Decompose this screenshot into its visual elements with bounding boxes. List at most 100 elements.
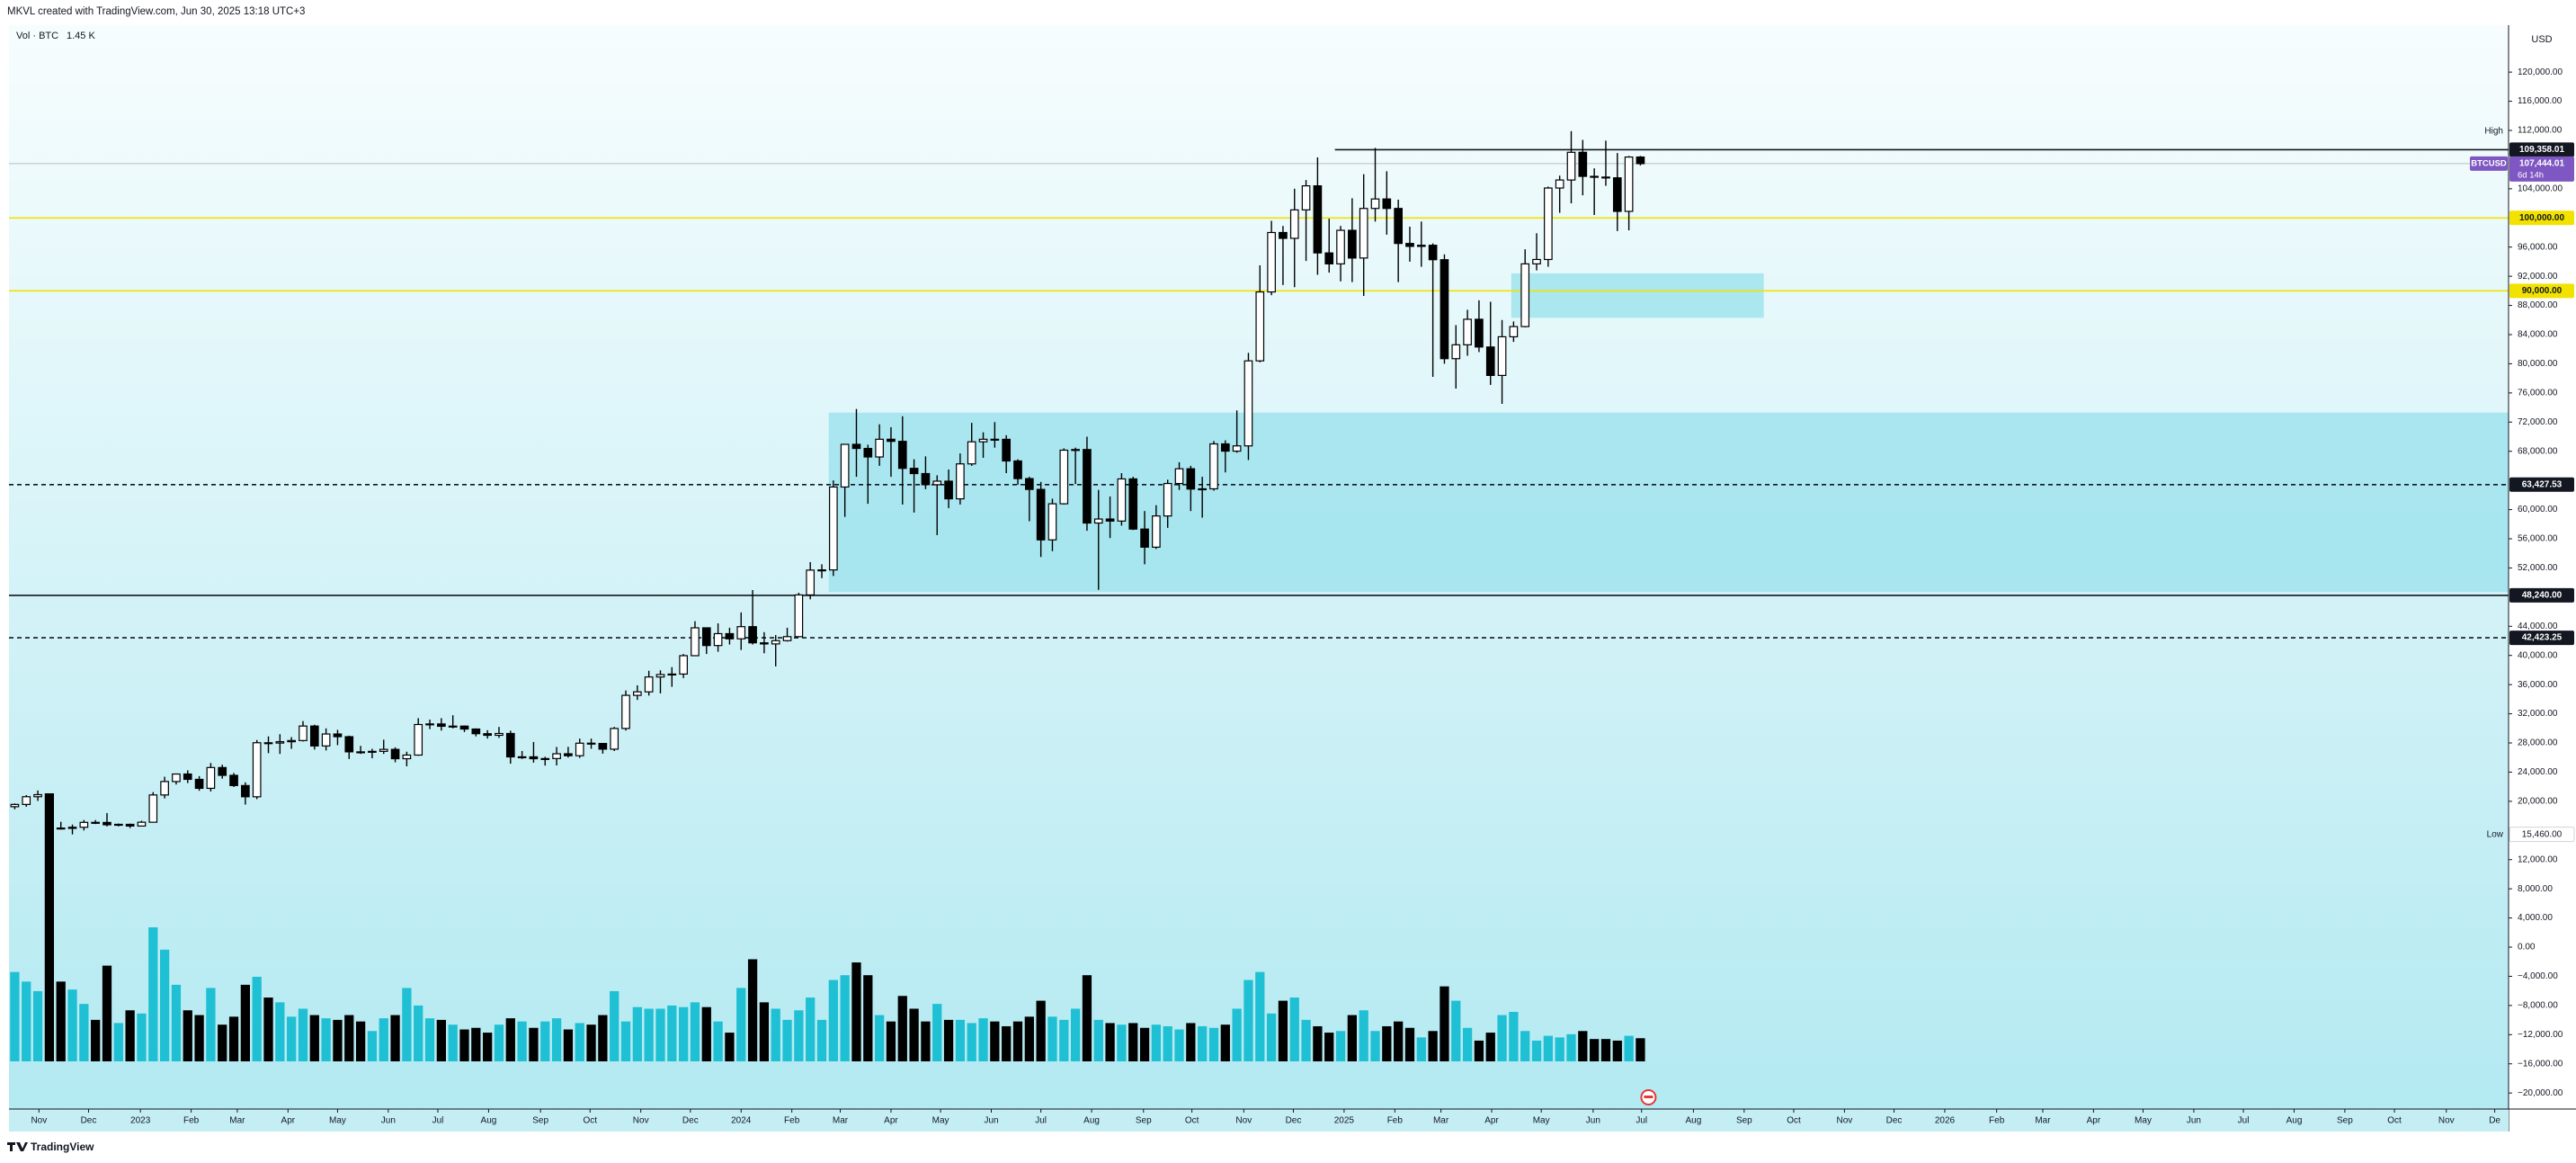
low-tag: [2509, 827, 2575, 843]
brand-logo-glyph: [7, 1142, 28, 1151]
candle-body: [1301, 185, 1311, 210]
candle-body: [1509, 326, 1519, 338]
candle-body: [1348, 229, 1357, 259]
candle-body: [113, 823, 123, 827]
volume-bar: [1624, 1035, 1634, 1061]
volume-bar: [1359, 1010, 1368, 1061]
candle-body: [932, 480, 942, 486]
candle-body: [817, 569, 826, 572]
y-tick-label: 44,000.00: [2518, 622, 2558, 631]
x-tick-label: Oct: [583, 1116, 597, 1126]
volume-bar: [1370, 1031, 1380, 1061]
y-tick-label: 76,000.00: [2518, 388, 2558, 398]
volume-bar: [1428, 1031, 1438, 1061]
x-tick-label: Mar: [229, 1116, 245, 1126]
volume-bar: [1474, 1040, 1484, 1061]
candle-body: [437, 723, 446, 728]
candle-body: [575, 742, 584, 756]
candle-body: [79, 821, 89, 828]
volume-bar: [321, 1018, 331, 1061]
candle-body: [1601, 176, 1610, 179]
volume-bar: [840, 975, 850, 1061]
volume-bar: [494, 1024, 504, 1061]
candle-body: [1140, 528, 1149, 548]
volume-bar: [1128, 1023, 1138, 1061]
y-tick-label: 92,000.00: [2518, 272, 2558, 282]
volume-bar: [125, 1010, 135, 1061]
volume-bar: [390, 1015, 400, 1061]
volume-bar: [483, 1033, 493, 1061]
volume-bar: [1636, 1038, 1645, 1061]
volume-bar: [1416, 1037, 1426, 1061]
candle-body: [725, 632, 735, 640]
y-tick-label: 52,000.00: [2518, 563, 2558, 573]
candle-body: [1313, 185, 1323, 254]
candle-body: [263, 742, 273, 745]
volume-bar: [610, 990, 619, 1061]
x-tick-label: 2025: [1334, 1116, 1355, 1126]
volume-bar: [851, 962, 861, 1061]
last-price-tag: [2509, 156, 2574, 182]
candle-body: [1485, 346, 1495, 376]
candle-body: [1289, 209, 1299, 239]
candle-body: [1359, 208, 1368, 259]
candle-body: [299, 725, 308, 741]
candle-body: [1174, 468, 1184, 485]
x-tick-label: Sep: [2337, 1116, 2353, 1126]
candle-body: [1440, 259, 1449, 360]
volume-bar: [1543, 1035, 1553, 1061]
volume-bar: [79, 1004, 89, 1061]
price-tag-label: 63,427.53: [2522, 479, 2563, 489]
candle-body: [275, 741, 285, 744]
x-tick-label: 2026: [1935, 1116, 1956, 1126]
x-tick-label: Dec: [81, 1116, 97, 1126]
volume-bar: [782, 1019, 792, 1061]
x-tick-label: Jun: [1586, 1116, 1600, 1126]
candle-body: [125, 823, 135, 827]
candle-body: [333, 733, 343, 738]
volume-bar: [148, 927, 158, 1061]
volume-bar: [874, 1015, 885, 1061]
candle-body: [1382, 198, 1392, 210]
candle-body: [321, 733, 331, 747]
x-tick-label: Feb: [183, 1116, 200, 1126]
volume-bar: [747, 959, 758, 1061]
y-tick-label: 68,000.00: [2518, 446, 2558, 456]
candle-body: [887, 438, 896, 443]
candle-body: [425, 723, 434, 726]
y-tick-label: −12,000.00: [2518, 1030, 2563, 1040]
x-tick-label: Nov: [1837, 1116, 1853, 1126]
candle-body: [1405, 243, 1414, 247]
candle-body: [564, 753, 573, 756]
x-tick-label: Apr: [2087, 1116, 2101, 1126]
candle-body: [22, 796, 31, 805]
candle-body: [33, 793, 42, 798]
volume-bar: [414, 1005, 423, 1061]
volume-bar: [1255, 971, 1265, 1061]
x-tick-label: Jun: [381, 1116, 396, 1126]
volume-bar: [505, 1018, 515, 1061]
candle-body: [1047, 503, 1057, 541]
volume-bar: [1266, 1013, 1277, 1061]
candle-body: [748, 626, 757, 644]
volume-bar: [1278, 1000, 1288, 1061]
y-tick-label: −20,000.00: [2518, 1088, 2563, 1098]
volume-bar: [10, 971, 20, 1061]
candle-body: [1255, 291, 1265, 362]
candle-body: [287, 739, 296, 743]
symbol-label: BTCUSD: [2471, 158, 2507, 168]
price-axis-panel: [2509, 25, 2576, 1132]
candle-body: [1024, 478, 1034, 490]
volume-bar: [228, 1016, 239, 1061]
x-tick-label: Apr: [1484, 1116, 1499, 1126]
volume-bar: [355, 1021, 366, 1061]
volume-bar: [620, 1021, 631, 1061]
x-tick-label: Jun: [984, 1116, 998, 1126]
volume-bar: [275, 1002, 285, 1061]
candle-body: [713, 632, 723, 647]
candle-body: [483, 733, 492, 737]
volume-bar: [943, 1019, 954, 1061]
volume-bar: [967, 1023, 976, 1061]
volume-bar: [794, 1010, 804, 1061]
